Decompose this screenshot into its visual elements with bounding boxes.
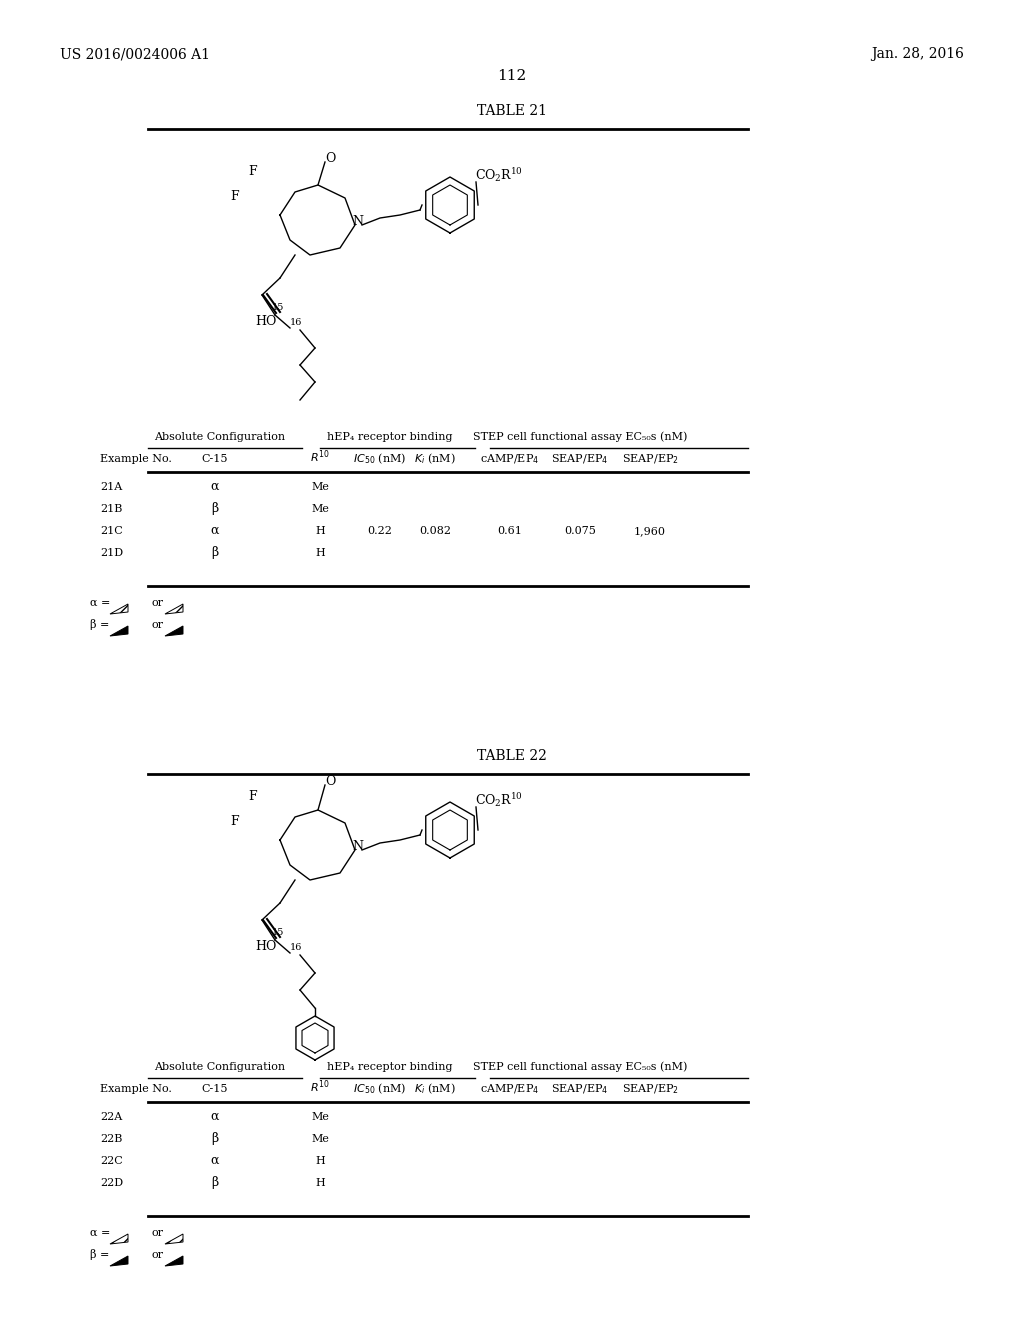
Text: N: N bbox=[352, 840, 362, 853]
Text: US 2016/0024006 A1: US 2016/0024006 A1 bbox=[60, 48, 210, 61]
Text: or: or bbox=[152, 620, 164, 630]
Text: α: α bbox=[211, 1110, 219, 1123]
Polygon shape bbox=[110, 626, 128, 636]
Polygon shape bbox=[165, 1257, 183, 1266]
Text: $R^{10}$: $R^{10}$ bbox=[310, 449, 330, 466]
Text: α =: α = bbox=[90, 1228, 111, 1238]
Text: HO: HO bbox=[255, 315, 276, 327]
Text: N: N bbox=[352, 215, 362, 228]
Polygon shape bbox=[165, 626, 183, 636]
Text: 0.082: 0.082 bbox=[419, 525, 451, 536]
Text: 16: 16 bbox=[290, 318, 302, 327]
Text: $IC_{50}$ (nM): $IC_{50}$ (nM) bbox=[353, 451, 407, 466]
Text: SEAP/EP$_4$: SEAP/EP$_4$ bbox=[551, 1082, 608, 1096]
Text: $IC_{50}$ (nM): $IC_{50}$ (nM) bbox=[353, 1081, 407, 1096]
Text: Me: Me bbox=[311, 482, 329, 492]
Text: Example No.: Example No. bbox=[100, 454, 172, 465]
Text: H: H bbox=[315, 1177, 325, 1188]
Text: $\mathregular{CO_2R^{10}}$: $\mathregular{CO_2R^{10}}$ bbox=[475, 166, 523, 183]
Text: 22C: 22C bbox=[100, 1156, 123, 1166]
Text: STEP cell functional assay EC₅₀s (nM): STEP cell functional assay EC₅₀s (nM) bbox=[473, 1061, 687, 1072]
Text: 21C: 21C bbox=[100, 525, 123, 536]
Text: cAMP/EP$_4$: cAMP/EP$_4$ bbox=[480, 453, 540, 466]
Text: 21B: 21B bbox=[100, 504, 123, 513]
Text: α: α bbox=[211, 480, 219, 492]
Text: F: F bbox=[230, 814, 239, 828]
Text: O: O bbox=[325, 775, 336, 788]
Text: or: or bbox=[152, 1228, 164, 1238]
Text: α =: α = bbox=[90, 598, 111, 609]
Text: β =: β = bbox=[90, 1249, 110, 1261]
Text: or: or bbox=[152, 598, 164, 609]
Text: Me: Me bbox=[311, 1111, 329, 1122]
Text: 112: 112 bbox=[498, 69, 526, 83]
Text: 22B: 22B bbox=[100, 1134, 123, 1144]
Text: 22A: 22A bbox=[100, 1111, 122, 1122]
Text: β: β bbox=[211, 1133, 219, 1144]
Text: 21D: 21D bbox=[100, 548, 123, 558]
Text: β: β bbox=[211, 546, 219, 558]
Text: H: H bbox=[315, 525, 325, 536]
Text: β: β bbox=[211, 502, 219, 515]
Text: Example No.: Example No. bbox=[100, 1084, 172, 1094]
Text: $R^{10}$: $R^{10}$ bbox=[310, 1078, 330, 1096]
Text: SEAP/EP$_2$: SEAP/EP$_2$ bbox=[622, 1082, 679, 1096]
Text: O: O bbox=[325, 152, 336, 165]
Text: 22D: 22D bbox=[100, 1177, 123, 1188]
Text: SEAP/EP$_2$: SEAP/EP$_2$ bbox=[622, 453, 679, 466]
Text: Jan. 28, 2016: Jan. 28, 2016 bbox=[871, 48, 964, 61]
Text: β: β bbox=[211, 1176, 219, 1189]
Text: H: H bbox=[315, 548, 325, 558]
Text: TABLE 22: TABLE 22 bbox=[477, 748, 547, 763]
Text: HO: HO bbox=[255, 940, 276, 953]
Text: α: α bbox=[211, 524, 219, 537]
Text: 15: 15 bbox=[272, 304, 285, 312]
Text: 21A: 21A bbox=[100, 482, 122, 492]
Text: F: F bbox=[248, 789, 257, 803]
Text: $K_i$ (nM): $K_i$ (nM) bbox=[414, 451, 456, 466]
Text: 1,960: 1,960 bbox=[634, 525, 666, 536]
Text: Me: Me bbox=[311, 504, 329, 513]
Text: 0.075: 0.075 bbox=[564, 525, 596, 536]
Text: F: F bbox=[230, 190, 239, 203]
Text: hEP₄ receptor binding: hEP₄ receptor binding bbox=[328, 432, 453, 442]
Text: 0.61: 0.61 bbox=[498, 525, 522, 536]
Text: Absolute Configuration: Absolute Configuration bbox=[155, 1063, 286, 1072]
Text: 0.22: 0.22 bbox=[368, 525, 392, 536]
Text: F: F bbox=[248, 165, 257, 178]
Text: H: H bbox=[315, 1156, 325, 1166]
Text: C-15: C-15 bbox=[202, 454, 228, 465]
Text: STEP cell functional assay EC₅₀s (nM): STEP cell functional assay EC₅₀s (nM) bbox=[473, 432, 687, 442]
Text: Me: Me bbox=[311, 1134, 329, 1144]
Text: hEP₄ receptor binding: hEP₄ receptor binding bbox=[328, 1063, 453, 1072]
Text: 16: 16 bbox=[290, 942, 302, 952]
Text: $K_i$ (nM): $K_i$ (nM) bbox=[414, 1081, 456, 1096]
Text: 15: 15 bbox=[272, 928, 285, 937]
Text: SEAP/EP$_4$: SEAP/EP$_4$ bbox=[551, 453, 608, 466]
Text: cAMP/EP$_4$: cAMP/EP$_4$ bbox=[480, 1082, 540, 1096]
Text: C-15: C-15 bbox=[202, 1084, 228, 1094]
Text: Absolute Configuration: Absolute Configuration bbox=[155, 432, 286, 442]
Text: TABLE 21: TABLE 21 bbox=[477, 104, 547, 117]
Text: $\mathregular{CO_2R^{10}}$: $\mathregular{CO_2R^{10}}$ bbox=[475, 791, 523, 809]
Text: or: or bbox=[152, 1250, 164, 1261]
Text: β =: β = bbox=[90, 619, 110, 630]
Polygon shape bbox=[110, 1257, 128, 1266]
Text: α: α bbox=[211, 1154, 219, 1167]
